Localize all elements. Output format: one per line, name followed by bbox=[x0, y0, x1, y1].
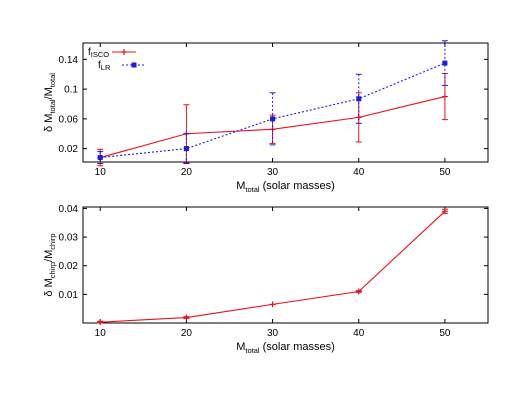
x-axis-label: Mtotal (solar masses) bbox=[236, 180, 335, 194]
x-tick-label: 20 bbox=[181, 167, 193, 178]
y-tick-label: 0.14 bbox=[59, 55, 79, 66]
legend-label: fLR bbox=[98, 60, 111, 72]
data-point bbox=[270, 116, 276, 122]
x-tick-label: 30 bbox=[267, 167, 279, 178]
x-tick-label: 50 bbox=[439, 167, 451, 178]
legend-marker bbox=[131, 62, 137, 68]
plot-1: 10 20 30 40 50 0.02 0.06 0.1 0.14 Mtotal (solar m… bbox=[43, 40, 489, 194]
legend-label: fISCO bbox=[88, 47, 109, 59]
x-tick-label: 10 bbox=[95, 167, 107, 178]
y-axis-label: δ Mchirp/Mchirp bbox=[43, 233, 57, 296]
x-axis-label: Mtotal (solar masses) bbox=[236, 341, 335, 355]
y-tick-label: 0.06 bbox=[59, 114, 79, 125]
y-tick-label: 0.01 bbox=[59, 290, 79, 301]
legend-marker bbox=[121, 49, 127, 55]
data-point bbox=[183, 314, 190, 321]
y-tick-label: 0.02 bbox=[59, 261, 79, 272]
x-tick-label: 10 bbox=[95, 328, 107, 339]
data-point bbox=[97, 155, 103, 161]
x-tick-label: 50 bbox=[439, 328, 451, 339]
plot-frame bbox=[82, 42, 489, 163]
data-point bbox=[183, 146, 189, 152]
x-tick-label: 40 bbox=[353, 328, 365, 339]
data-point bbox=[97, 319, 104, 326]
y-tick-label: 0.02 bbox=[59, 144, 79, 155]
data-point bbox=[355, 288, 362, 295]
plot-2: 10 20 30 40 50 0.01 0.02 0.03 0.04 Mtotal (solar … bbox=[43, 204, 489, 355]
plot-frame bbox=[82, 206, 489, 324]
data-point bbox=[356, 96, 362, 102]
y-tick-label: 0.1 bbox=[64, 85, 78, 96]
y-tick-label: 0.03 bbox=[59, 233, 79, 244]
y-tick-label: 0.04 bbox=[59, 204, 79, 215]
data-point bbox=[441, 208, 448, 215]
x-tick-label: 40 bbox=[353, 167, 365, 178]
y-axis-label: δ Mtotal/Mtotal bbox=[43, 73, 57, 132]
series-1 bbox=[97, 208, 448, 326]
data-point bbox=[269, 301, 276, 308]
x-tick-label: 20 bbox=[181, 328, 193, 339]
x-tick-label: 30 bbox=[267, 328, 279, 339]
data-point bbox=[442, 60, 448, 66]
series-2 bbox=[97, 40, 448, 164]
data-point bbox=[441, 93, 448, 100]
